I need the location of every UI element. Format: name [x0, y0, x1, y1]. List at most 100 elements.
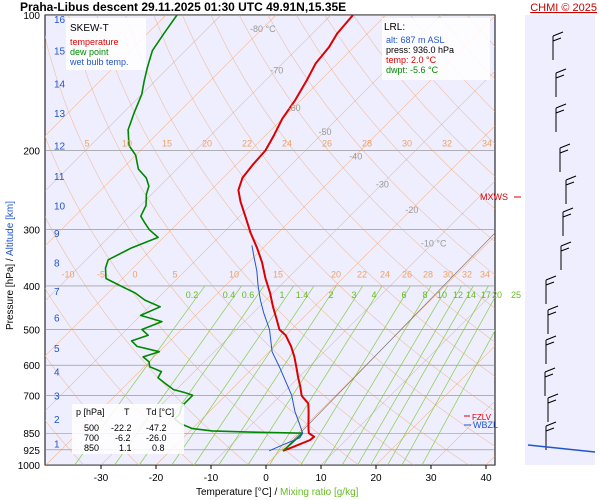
theta-label: 22 [357, 269, 367, 279]
fzlv-marker: FZLV [472, 413, 492, 422]
mixing-ratio-label: 0.2 [186, 290, 199, 300]
isotherm-line [320, 290, 495, 465]
altitude-tick-label: 6 [54, 313, 60, 324]
pressure-tick-label: 200 [23, 146, 40, 157]
mixing-ratio-label: 14 [466, 290, 476, 300]
mixing-ratio-line [387, 285, 489, 465]
wind-barb [562, 207, 574, 236]
wind-barb [555, 103, 567, 132]
wind-barb-feather [565, 175, 577, 181]
wind-barb-feather [555, 109, 565, 114]
isotherm-label: -70 [270, 65, 283, 75]
dry-adiabat-line [45, 419, 84, 465]
theta-label: 20 [331, 269, 341, 279]
mixing-ratio-label: 25 [511, 290, 521, 300]
table-cell: 1.1 [119, 443, 132, 453]
legend-wet-bulb: wet bulb temp. [69, 57, 129, 67]
mixing-ratio-label: 20 [492, 290, 502, 300]
isotherm-label: -60 [288, 103, 301, 113]
theta-label: 0 [132, 269, 137, 279]
mixing-ratio-label: 1 [279, 290, 284, 300]
wind-barb [565, 175, 577, 204]
theta-label: -5 [97, 269, 105, 279]
summary-table: p [hPa] T Td [°C] 500 -22.2 -47.2 700 -6… [72, 404, 184, 454]
altitude-tick-label: 14 [54, 80, 66, 91]
dry-adiabat-line [238, 15, 495, 309]
copyright-link[interactable]: CHMI © 2025 [530, 2, 597, 14]
altitude-tick-label: 11 [54, 172, 65, 183]
wind-barb [544, 367, 556, 396]
mixing-ratio-line [421, 329, 495, 465]
mixing-ratio-line [247, 285, 364, 465]
theta-label: 5 [172, 269, 177, 279]
pressure-tick-label: 500 [23, 326, 40, 337]
legend-temperature: temperature [70, 37, 119, 47]
theta-label: 26 [402, 269, 412, 279]
pressure-tick-label: 600 [23, 361, 40, 372]
wind-barb-feather [544, 367, 556, 373]
isotherm-line [45, 15, 332, 302]
x-tick-label: 40 [480, 473, 492, 484]
dry-adiabat-line [96, 15, 469, 465]
theta-label: 15 [273, 269, 283, 279]
altitude-tick-label: 7 [54, 287, 60, 298]
table-header-p: p [hPa] [76, 407, 105, 417]
mixing-ratio-label: 0.6 [242, 290, 255, 300]
mixing-ratio-label: 6 [401, 290, 406, 300]
pressure-tick-label: 300 [23, 226, 40, 237]
x-tick-label: -10 [204, 473, 219, 484]
wind-barb-feather [562, 213, 572, 218]
table-header-t: T [124, 407, 130, 417]
wind-barb-feather [555, 103, 567, 109]
dry-adiabat-line [267, 15, 495, 276]
table-header-td: Td [°C] [146, 407, 174, 417]
altitude-tick-label: 10 [54, 201, 66, 212]
wind-panel [525, 15, 595, 465]
isotherm-line [265, 235, 495, 465]
mixing-ratio-label: 8 [422, 290, 427, 300]
chart-title: Praha-Libus descent 29.11.2025 01:30 UTC… [20, 0, 346, 14]
table-cell: -47.2 [146, 423, 167, 433]
x-axis-label-mixing: Mixing ratio [g/kg] [280, 487, 359, 498]
wind-barb-feather [560, 241, 572, 247]
table-cell: 0.8 [152, 443, 165, 453]
table-cell: 700 [84, 433, 99, 443]
wind-barb-feather [545, 427, 555, 432]
wind-barb [547, 393, 559, 422]
theta-label: 28 [423, 269, 433, 279]
x-tick-label: -20 [149, 473, 164, 484]
isotherm-line [45, 15, 222, 192]
wind-barb-feather [545, 421, 557, 427]
dry-adiabat-line [45, 35, 359, 465]
y-axis-label-altitude: Altitude [km] [5, 201, 16, 256]
mixing-ratio-label: 1.4 [296, 290, 309, 300]
mixing-ratio-label: 0.4 [223, 290, 236, 300]
wbzl-marker: WBZL [473, 420, 498, 430]
table-cell: -6.2 [115, 433, 131, 443]
theta-label: 24 [282, 138, 292, 148]
theta-label: 30 [443, 269, 453, 279]
wind-barb [545, 335, 557, 364]
dry-adiabat-line [324, 15, 495, 210]
isotherm-label: -10 °C [421, 238, 447, 248]
wind-barb [545, 275, 557, 304]
mixing-ratio-line [401, 296, 495, 465]
y-axis-label-sep: / [5, 256, 16, 264]
dry-adiabat-line [45, 216, 249, 465]
x-axis-label-sep: / [272, 487, 280, 498]
theta-label: 34 [480, 269, 490, 279]
pressure-tick-label: 925 [23, 446, 40, 457]
theta-label: 26 [322, 138, 332, 148]
theta-label: 10 [122, 138, 132, 148]
legend-dew-point: dew point [70, 47, 109, 57]
series-line-wet-bulb-temp- [251, 245, 304, 452]
theta-label: 15 [162, 138, 172, 148]
dry-adiabat-line [210, 15, 495, 343]
wind-barb-feather [544, 373, 554, 378]
isotherm-line [45, 15, 167, 137]
table-cell: -26.0 [146, 433, 167, 443]
mixing-ratio-line [300, 285, 411, 465]
mixing-ratio-label: 10 [437, 290, 447, 300]
